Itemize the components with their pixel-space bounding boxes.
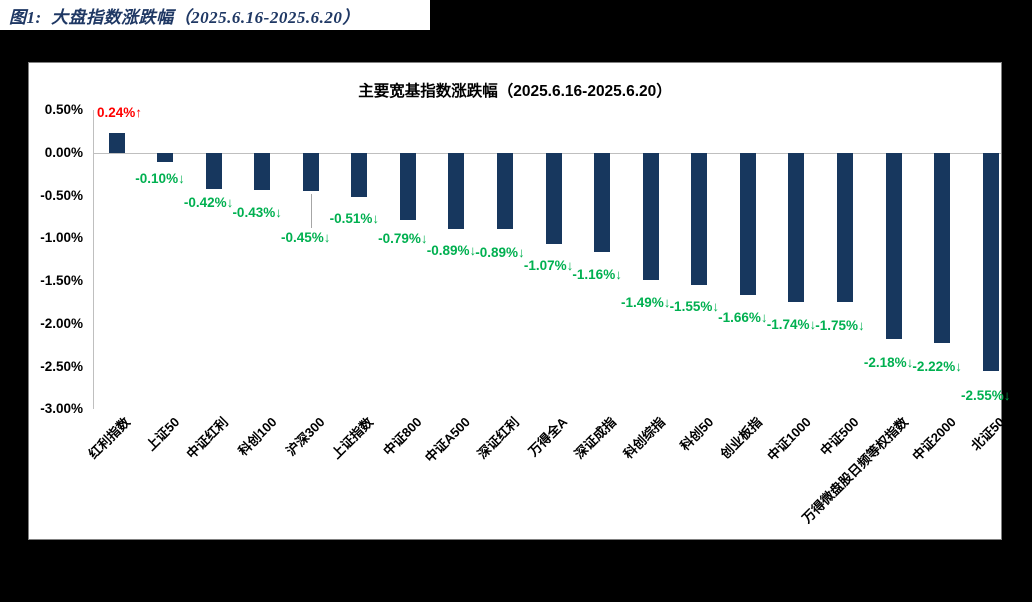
bar <box>399 153 416 221</box>
x-axis-category-label: 北证50 <box>968 414 1008 454</box>
x-axis-category-label: 创业板指 <box>717 414 765 462</box>
bar-value-label: -1.74%↓ <box>766 316 817 332</box>
bar <box>594 153 611 253</box>
x-axis-category-label: 中证500 <box>817 414 862 459</box>
x-axis-category-label: 科创100 <box>234 414 280 459</box>
x-axis-category-label: 沪深300 <box>283 414 328 459</box>
label-leader-line <box>310 194 312 229</box>
bar-value-label: -0.51%↓ <box>329 210 380 226</box>
bar <box>497 153 514 229</box>
x-axis-category-label: 中证2000 <box>909 414 960 464</box>
bar <box>205 153 222 189</box>
bar-value-label: -0.45%↓ <box>281 230 331 246</box>
bar-value-label: -0.42%↓ <box>183 194 234 210</box>
bar-value-label: -2.22%↓ <box>912 358 962 374</box>
chart-title: 主要宽基指数涨跌幅（2025.6.16-2025.6.20） <box>358 83 672 100</box>
bar <box>739 153 756 295</box>
y-axis-tick-label: -1.00% <box>40 230 83 246</box>
x-axis-category-label: 深证红利 <box>474 414 522 462</box>
figure-caption: 图1: 大盘指数涨跌幅（2025.6.16-2025.6.20） <box>9 8 360 27</box>
bar <box>691 153 708 286</box>
bar <box>788 153 805 302</box>
figure-caption-strip: 图1: 大盘指数涨跌幅（2025.6.16-2025.6.20） <box>0 0 430 30</box>
x-axis-category-label: 万得全A <box>525 414 571 460</box>
x-axis-category-label: 科创50 <box>677 414 717 454</box>
bar-value-label: -1.49%↓ <box>621 295 671 311</box>
y-axis-tick-label: -0.50% <box>40 187 83 203</box>
x-axis-category-label: 上证50 <box>142 414 182 454</box>
bar-value-label: -0.89%↓ <box>475 245 525 260</box>
x-axis-category-label: 万得微盘股日频等权指数 <box>798 414 911 527</box>
bar <box>982 153 999 371</box>
y-axis-tick-label: -2.50% <box>40 358 83 374</box>
bar-value-label: 0.24%↑ <box>96 104 143 120</box>
x-axis-category-label: 科创综指 <box>620 414 668 462</box>
bar-value-label: -1.16%↓ <box>572 267 622 283</box>
x-axis-category-label: 中证1000 <box>763 414 814 464</box>
x-axis-category-label: 深证成指 <box>571 414 620 462</box>
bar-value-label: -0.89%↓ <box>426 243 477 258</box>
bar <box>302 153 319 192</box>
bar-value-label: -0.10%↓ <box>135 170 185 186</box>
y-axis-tick-label: -2.00% <box>40 315 83 331</box>
bar <box>885 153 902 340</box>
bar-value-label: -2.18%↓ <box>863 355 914 371</box>
bar-value-label: -1.75%↓ <box>815 318 865 334</box>
x-axis-category-label: 中证800 <box>380 414 425 459</box>
bar <box>157 153 174 162</box>
bar <box>545 153 562 245</box>
bar-value-label: -1.07%↓ <box>523 258 574 274</box>
bar <box>351 153 368 197</box>
x-axis-category-label: 红利指数 <box>86 414 134 462</box>
bar-value-label: -1.66%↓ <box>718 309 768 325</box>
bar <box>837 153 854 303</box>
x-axis-category-label: 中证A500 <box>422 414 474 466</box>
bar <box>108 132 125 153</box>
y-axis-tick-label: 0.00% <box>44 145 83 160</box>
x-axis-category-label: 上证指数 <box>328 414 377 462</box>
bar <box>934 153 951 343</box>
bar-value-label: -1.55%↓ <box>669 299 720 315</box>
x-axis-category-label: 中证红利 <box>183 414 231 462</box>
y-axis-tick-label: 0.50% <box>44 102 83 118</box>
bar <box>448 153 465 229</box>
y-axis-line <box>93 110 94 410</box>
bar <box>254 153 271 190</box>
bar-value-label: -0.79%↓ <box>378 231 428 247</box>
bar-value-label: -0.43%↓ <box>232 204 282 220</box>
chart-container: 主要宽基指数涨跌幅（2025.6.16-2025.6.20） 0.50% 0.00… <box>28 62 1011 540</box>
bar-value-label: -2.55%↓ <box>960 387 1011 403</box>
y-axis-tick-label: -3.00% <box>40 401 83 417</box>
y-axis-tick-label: -1.50% <box>40 273 83 289</box>
bar <box>642 153 659 281</box>
